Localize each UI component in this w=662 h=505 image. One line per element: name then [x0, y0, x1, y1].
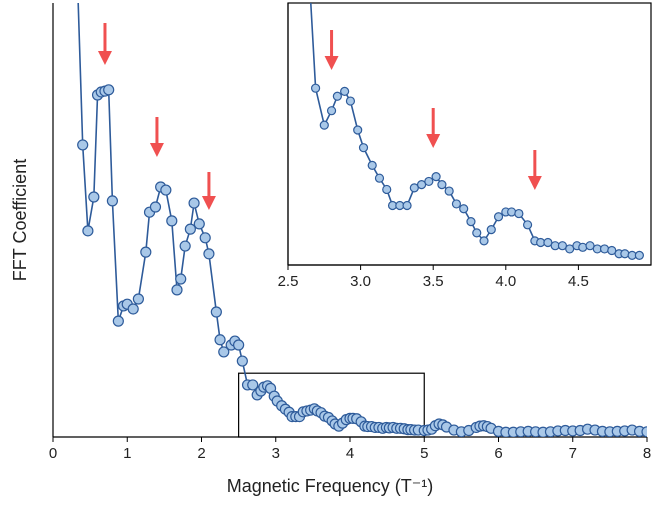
arrow [527, 150, 542, 190]
data-point [132, 293, 144, 305]
y-axis-label: FFT Coefficient [10, 159, 30, 281]
data-point [193, 218, 205, 230]
data-point [199, 232, 211, 244]
data-point [332, 91, 342, 101]
data-point [634, 250, 644, 260]
data-point [319, 120, 329, 130]
x-tick-label: 3.0 [350, 273, 371, 290]
x-tick-label: 2 [197, 445, 205, 462]
data-point [214, 334, 226, 346]
data-point [620, 249, 630, 259]
data-point [149, 201, 162, 213]
x-axis-label: Magnetic Frequency (T⁻¹) [227, 476, 434, 496]
arrow [426, 108, 441, 148]
data-point [233, 339, 245, 351]
data-point [127, 303, 139, 315]
data-point [367, 160, 377, 170]
data-point [310, 83, 321, 93]
data-point [493, 212, 504, 222]
data-point [326, 106, 337, 116]
data-point [522, 220, 533, 230]
x-tick-label: 1 [123, 445, 131, 462]
data-point [345, 96, 356, 106]
data-point [236, 355, 248, 367]
x-tick-label: 4.0 [495, 273, 516, 290]
data-point [472, 228, 482, 238]
data-point [431, 171, 441, 182]
x-tick-label: 5 [420, 445, 428, 462]
data-point [507, 207, 517, 217]
data-point [106, 195, 119, 207]
plot-area [309, 3, 644, 260]
x-tick-label: 7 [569, 445, 577, 462]
arrow-head [97, 51, 112, 65]
arrow [149, 117, 164, 157]
x-tick-label: 0 [49, 445, 57, 462]
data-point [160, 184, 172, 196]
data-point [437, 180, 447, 190]
x-tick-label: 6 [494, 445, 502, 462]
data-point [486, 225, 496, 235]
arrow-head [527, 176, 542, 190]
data-point [599, 244, 610, 254]
data-point [112, 315, 124, 327]
data-point [578, 242, 588, 252]
arrow-head [426, 134, 441, 148]
arrow [324, 30, 339, 70]
data-point [424, 176, 434, 187]
arrow [201, 172, 216, 210]
x-tick-label: 3.5 [423, 273, 444, 290]
data-point [140, 246, 152, 258]
data-point [82, 225, 94, 237]
data-point [218, 346, 230, 358]
zoom-box [238, 372, 425, 438]
x-tick-label: 4 [346, 445, 354, 462]
arrow-head [201, 196, 216, 210]
data-point [188, 197, 200, 209]
data-point [210, 306, 222, 318]
arrow-head [324, 56, 339, 70]
arrow-head [149, 143, 164, 157]
data-point [171, 284, 183, 296]
arrow [97, 23, 112, 65]
data-point [175, 273, 187, 285]
data-point [247, 379, 259, 391]
data-point [374, 173, 385, 183]
data-point [358, 143, 369, 153]
data-point [641, 426, 647, 437]
x-tick-label: 4.5 [568, 273, 589, 290]
data-point [353, 125, 363, 135]
data-point [166, 215, 178, 227]
data-point [382, 184, 392, 195]
data-point [103, 84, 115, 96]
data-point [184, 223, 196, 235]
data-point [88, 191, 100, 203]
data-point [451, 199, 462, 209]
data-point [203, 248, 215, 260]
x-tick-label: 2.5 [278, 273, 299, 290]
data-point [340, 86, 350, 97]
data-point [466, 217, 476, 227]
x-tick-label: 8 [643, 445, 651, 462]
data-point [459, 204, 469, 214]
data-point [479, 236, 489, 246]
x-tick-label: 3 [272, 445, 280, 462]
data-point [402, 200, 412, 211]
data-point [77, 139, 89, 151]
plot-area [77, 3, 647, 437]
data-point [514, 208, 524, 219]
data-point [444, 186, 454, 196]
data-point [179, 240, 191, 252]
